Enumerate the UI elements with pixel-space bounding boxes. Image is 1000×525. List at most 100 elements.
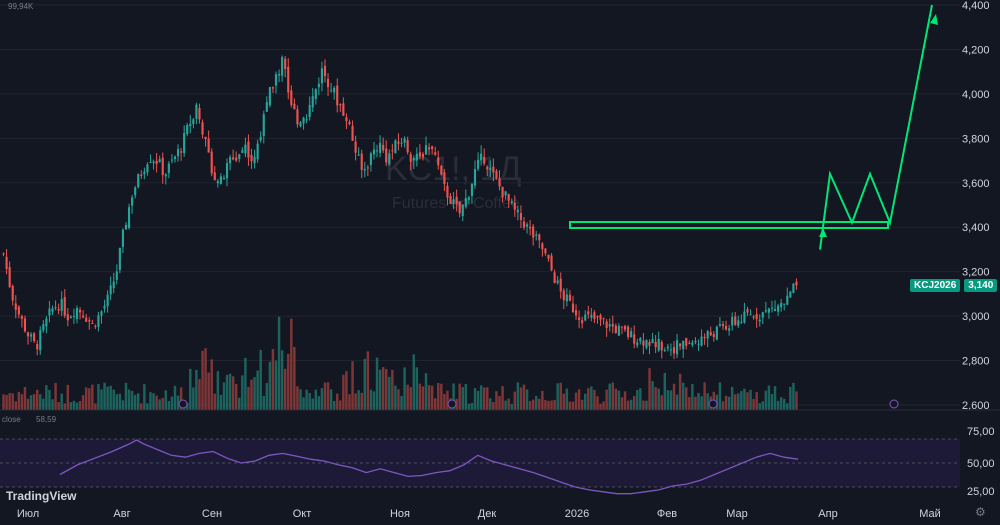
volume-bar xyxy=(72,400,76,410)
candle-body xyxy=(75,308,79,320)
candle-body xyxy=(394,140,397,154)
candle-body xyxy=(225,163,229,179)
volume-bar xyxy=(17,391,21,410)
x-tick-label: Ноя xyxy=(390,508,410,520)
candle-body xyxy=(2,253,5,255)
candle-body xyxy=(721,324,725,327)
volume-bar xyxy=(348,394,351,410)
candle-body xyxy=(724,325,728,330)
event-marker[interactable] xyxy=(447,399,457,409)
candle-body xyxy=(611,323,614,327)
volume-bar xyxy=(752,398,755,410)
candle-body xyxy=(403,138,406,143)
candle-body xyxy=(330,89,333,91)
candle-body xyxy=(112,281,115,289)
candlesticks xyxy=(2,55,798,360)
candle-body xyxy=(688,343,691,345)
volume-bar xyxy=(152,393,155,410)
candle-body xyxy=(504,191,507,196)
candle-body xyxy=(235,157,238,161)
volume-bar xyxy=(195,369,198,410)
candle-body xyxy=(357,154,360,156)
candle-body xyxy=(786,295,789,305)
y-tick-label: 3,600 xyxy=(962,178,990,190)
candle-body xyxy=(467,197,470,200)
volume-bar xyxy=(26,398,30,410)
volume-bar xyxy=(299,389,302,410)
candle-body xyxy=(513,202,516,210)
volume-bar xyxy=(332,401,336,410)
candle-body xyxy=(124,224,128,230)
candle-body xyxy=(777,305,780,312)
volume-bar xyxy=(593,389,596,410)
volume-bar xyxy=(323,382,327,410)
event-marker[interactable] xyxy=(178,399,188,409)
volume-bar xyxy=(620,397,624,410)
candle-body xyxy=(281,57,284,76)
candle-body xyxy=(336,85,339,106)
volume-bar xyxy=(238,397,241,410)
volume-bar xyxy=(663,372,667,410)
volume-bar xyxy=(375,357,379,410)
volume-bar xyxy=(403,367,406,410)
candle-body xyxy=(149,162,152,164)
candle-body xyxy=(458,201,461,214)
candle-body xyxy=(140,174,143,176)
volume-bar xyxy=(617,390,621,410)
volume-bar xyxy=(498,395,501,410)
candle-body xyxy=(590,314,593,318)
volume-bar xyxy=(718,382,722,410)
volume-bar xyxy=(486,387,489,410)
volume-bar xyxy=(103,382,106,410)
candle-body xyxy=(703,336,706,338)
candle-body xyxy=(749,314,752,316)
candle-body xyxy=(547,254,550,259)
volume-bar xyxy=(571,401,575,410)
volume-bar xyxy=(127,389,131,410)
y-axis: 2,600 2,800 3,000 3,200 3,400 3,600 3,800 4,000… xyxy=(0,0,990,412)
candle-body xyxy=(100,311,103,316)
volume-bar xyxy=(137,393,140,410)
event-marker[interactable] xyxy=(708,399,718,409)
candle-body xyxy=(183,132,186,153)
candle-body xyxy=(82,315,85,318)
volume-bar xyxy=(531,399,535,410)
volume-bar xyxy=(519,387,523,410)
gear-icon[interactable]: ⚙ xyxy=(975,505,986,519)
volume-bar xyxy=(590,386,593,410)
volume-bar xyxy=(779,397,783,410)
volume-bar xyxy=(789,386,792,410)
volume-bar xyxy=(213,393,217,410)
candle-body xyxy=(409,154,412,162)
candle-body xyxy=(366,167,369,169)
volume-bar xyxy=(685,387,688,410)
volume-bar xyxy=(201,350,204,410)
volume-bar xyxy=(42,398,45,410)
volume-bar xyxy=(296,386,299,410)
candle-body xyxy=(14,303,17,310)
volume-bar xyxy=(660,395,663,410)
volume-bar xyxy=(574,392,578,410)
candle-body xyxy=(568,294,571,301)
y-tick-label: 3,800 xyxy=(962,133,990,145)
volume-bar xyxy=(69,402,73,410)
candle-body xyxy=(256,143,259,160)
candle-body xyxy=(195,104,198,119)
candle-body xyxy=(232,157,235,160)
y-tick-label: 4,000 xyxy=(962,89,990,101)
volume-bar xyxy=(164,390,168,410)
event-marker[interactable] xyxy=(889,399,899,409)
volume-bar xyxy=(740,391,743,410)
candle-body xyxy=(290,90,293,105)
candle-body xyxy=(326,78,330,88)
candle-body xyxy=(311,96,314,108)
rsi-tick-25: 25,00 xyxy=(967,486,995,498)
volume-bar xyxy=(749,389,752,410)
candle-body xyxy=(198,107,201,120)
volume-bar xyxy=(357,390,360,410)
volume-bar xyxy=(277,316,281,410)
candle-body xyxy=(161,157,164,176)
volume-bar xyxy=(513,391,517,410)
volume-bar xyxy=(746,392,749,410)
